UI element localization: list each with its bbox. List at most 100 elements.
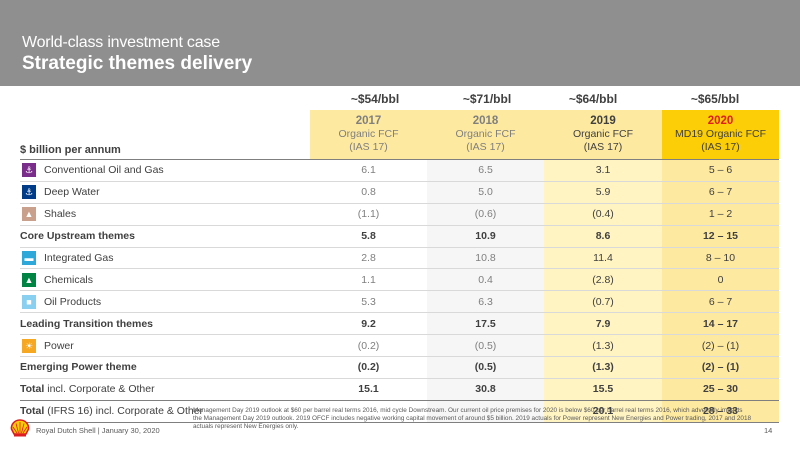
shales-icon: ▲ [22,207,36,222]
oil-rig-icon: ⚓ [22,163,36,178]
footnote: Management Day 2019 outlook at $60 per b… [193,407,752,431]
cell-2019: (2.8) [544,268,662,292]
cell-2020: (2) – (1) [662,356,779,379]
slide-title: Strategic themes delivery [22,53,253,74]
cell-2018: 17.5 [427,312,544,336]
row-label: ☀ Power [20,334,310,358]
cell-2018: 10.8 [427,247,544,270]
column-year: 2020 [707,115,734,127]
cell-2018 [427,400,544,423]
oil-price-2018: ~$71/bbl [462,92,512,106]
cell-2017: 2.8 [310,247,427,270]
cell-2019: 11.4 [544,247,662,270]
table-header-row: $ billion per annum 2017 Organic FCF (IA… [20,110,779,160]
row-label: Core Upstream themes [20,225,310,248]
table-row-integrated-gas: ▬ Integrated Gas 2.8 10.8 11.4 8 – 10 [20,247,779,270]
slide-subtitle: World-class investment case [22,34,220,51]
column-metric: Organic FCF [338,128,399,140]
row-label: Total (IFRS 16) incl. Corporate & Other [20,400,310,423]
cell-2018: 30.8 [427,378,544,401]
row-label-text: Power [44,339,74,352]
table-row-chemicals: ▲ Chemicals 1.1 0.4 (2.8) 0 [20,268,779,292]
column-year: 2017 [355,115,382,127]
column-metric: MD19 Organic FCF [674,128,767,140]
row-label-detail: (IFRS 16) incl. Corporate & Other [44,405,204,418]
cell-2020: 12 – 15 [662,225,779,248]
oil-price-2017: ~$54/bbl [350,92,400,106]
cell-2017: 15.1 [310,378,427,401]
cell-2018: 5.0 [427,181,544,204]
row-label: Emerging Power theme [20,356,310,379]
table-row-total-ifrs-16-incl-corporate-other: Total (IFRS 16) incl. Corporate & Other 2… [20,400,779,423]
title-banner: World-class investment case Strategic th… [0,0,800,86]
cell-2020: 6 – 7 [662,181,779,204]
cell-2017: 1.1 [310,268,427,292]
row-header-label: $ billion per annum [20,110,310,160]
row-label-text: Integrated Gas [44,252,114,264]
row-label: ▲ Shales [20,203,310,226]
row-label: ⚓ Deep Water [20,181,310,204]
strategic-themes-table: $ billion per annum 2017 Organic FCF (IA… [20,110,779,423]
row-label: ⚓ Conventional Oil and Gas [20,159,310,182]
row-label: ▲ Chemicals [20,268,310,292]
cell-2018: (0.5) [427,356,544,379]
oil-products-icon: ■ [22,294,36,309]
column-standard: (IAS 17) [349,141,388,153]
cell-2017: (1.1) [310,203,427,226]
cell-2020: 14 – 17 [662,312,779,336]
row-label-text: Deep Water [44,186,100,199]
column-metric: Organic FCF [572,128,634,140]
oil-price-2020: ~$65/bbl [690,92,740,106]
column-header-2017: 2017 Organic FCF (IAS 17) [310,110,427,160]
power-icon: ☀ [22,338,36,353]
cell-2018: 6.5 [427,159,544,182]
column-standard: (IAS 17) [583,141,623,153]
row-label-text: Shales [44,208,77,221]
cell-2019: 5.9 [544,181,662,204]
cell-2018: 6.3 [427,290,544,314]
table-row-emerging-power-theme: Emerging Power theme (0.2) (0.5) (1.3) (2) –… [20,356,779,379]
deep-water-icon: ⚓ [22,185,36,200]
cell-2017: 5.3 [310,290,427,314]
cell-2020: 28 – 33 [662,400,779,423]
cell-2019: 20.1 [544,400,662,423]
row-label-total: Total [20,405,45,418]
row-label-text: Chemicals [44,273,94,286]
column-year: 2019 [590,115,616,127]
chemicals-icon: ▲ [22,272,36,287]
column-metric: Organic FCF [455,128,516,140]
cell-2019: 8.6 [544,225,662,248]
cell-2018: 10.9 [427,225,544,248]
column-year: 2018 [472,115,499,127]
cell-2017: 9.2 [310,312,427,336]
cell-2019: 7.9 [544,312,662,336]
column-header-2020: 2020 MD19 Organic FCF (IAS 17) [662,110,779,160]
cell-2017 [310,400,427,423]
cell-2020: 1 – 2 [662,203,779,226]
row-label: Leading Transition themes [20,312,310,336]
column-header-2018: 2018 Organic FCF (IAS 17) [427,110,544,160]
cell-2017: 6.1 [310,159,427,182]
cell-2018: (0.5) [427,334,544,358]
cell-2019: (1.3) [544,356,662,379]
cell-2019: (0.7) [544,290,662,314]
table-row-deep-water: ⚓ Deep Water 0.8 5.0 5.9 6 – 7 [20,181,779,204]
page-number: 14 [764,426,773,435]
table-row-oil-products: ■ Oil Products 5.3 6.3 (0.7) 6 – 7 [20,290,779,314]
table-row-total-incl-corporate-other: Total incl. Corporate & Other 15.1 30.8 15.… [20,378,779,401]
cell-2017: 5.8 [310,225,427,248]
shell-logo-icon [10,419,30,437]
cell-2020: 5 – 6 [662,159,779,182]
cell-2018: 0.4 [427,268,544,292]
cell-2020: 8 – 10 [662,247,779,270]
row-label-text: Oil Products [44,295,102,308]
cell-2020: (2) – (1) [662,334,779,358]
cell-2020: 6 – 7 [662,290,779,314]
cell-2018: (0.6) [427,203,544,226]
cell-2020: 25 – 30 [662,378,779,401]
cell-2019: 15.5 [544,378,662,401]
integrated-gas-icon: ▬ [22,251,36,265]
footer-company-date: Royal Dutch Shell | January 30, 2020 [36,426,160,435]
cell-2019: (0.4) [544,203,662,226]
row-label: ▬ Integrated Gas [20,247,310,270]
